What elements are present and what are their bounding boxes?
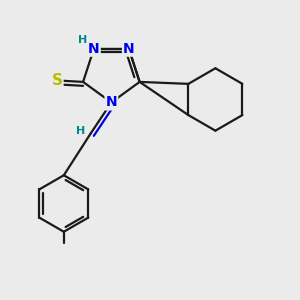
Text: N: N [123,42,135,56]
Text: H: H [76,126,86,136]
Text: H: H [78,35,87,45]
Text: S: S [51,73,62,88]
Text: N: N [88,42,100,56]
Text: N: N [106,95,117,110]
